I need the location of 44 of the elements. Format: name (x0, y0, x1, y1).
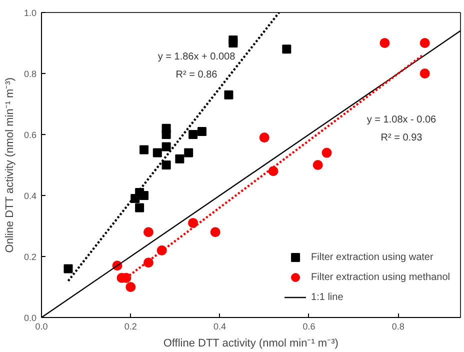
point (162, 160, 171, 170)
point (64, 264, 73, 274)
legend-label: Filter extraction using methanol (311, 272, 450, 282)
point (420, 38, 430, 48)
legend-label: Filter extraction using water (311, 252, 434, 262)
y-tick-label: 0.2 (24, 252, 37, 262)
x-tick-label: 0.8 (392, 322, 404, 332)
annotation: R² = 0.86 (176, 70, 218, 80)
x-tick-label: 0.4 (214, 322, 226, 332)
point (162, 130, 171, 139)
point (224, 90, 234, 100)
legend-label: 1:1 line (311, 292, 344, 302)
y-tick-label: 1.0 (24, 8, 37, 18)
point (184, 148, 194, 158)
point (322, 148, 332, 158)
point (162, 142, 171, 152)
point (380, 38, 390, 48)
y-axis-title: Online DTT activity (nmol min⁻¹ m⁻³) (4, 77, 16, 253)
point (175, 154, 184, 164)
point (188, 130, 198, 139)
x-tick-label: 0.0 (35, 322, 48, 332)
x-tick-label: 0.6 (302, 322, 316, 332)
point (228, 38, 238, 48)
point (259, 132, 270, 143)
y-tick-label: 0.6 (24, 130, 37, 140)
point (140, 191, 149, 200)
x-tick-label: 0.2 (124, 322, 137, 332)
point (197, 126, 206, 136)
y-tick-label: 0.8 (24, 69, 37, 79)
y-tick-label: 0.0 (24, 313, 37, 323)
point (210, 227, 220, 238)
point (126, 282, 136, 292)
y-tick-label: 0.4 (24, 191, 37, 201)
annotation: R² = 0.93 (380, 132, 423, 144)
point (282, 44, 292, 54)
point (135, 203, 144, 212)
annotation: y = 1.86x + 0.008 (158, 52, 236, 62)
point (420, 68, 430, 78)
point (143, 227, 154, 238)
point (152, 148, 162, 158)
point (312, 160, 323, 170)
x-axis-title: Offline DTT activity (nmol min⁻¹ m⁻³) (163, 338, 338, 350)
annotation: y = 1.08x - 0.06 (366, 114, 437, 126)
point (140, 145, 149, 154)
